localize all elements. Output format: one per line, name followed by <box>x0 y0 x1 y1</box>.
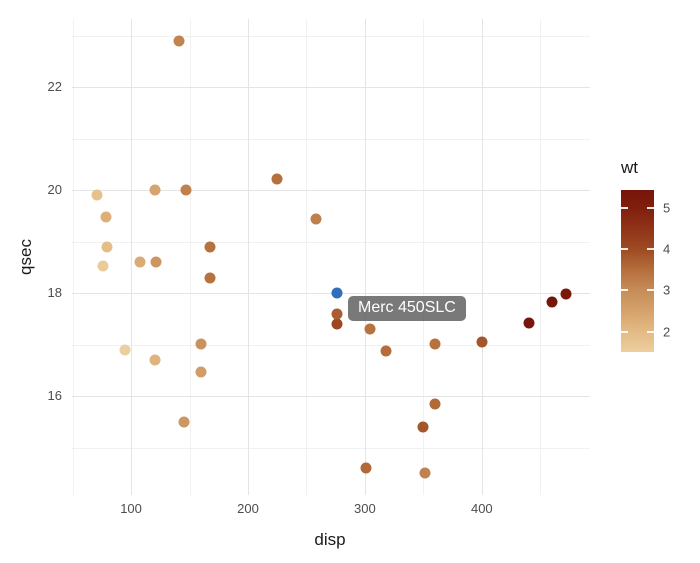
x-tick-label: 200 <box>237 501 259 516</box>
data-point[interactable] <box>429 338 441 349</box>
x-axis-title-text: disp <box>314 530 346 549</box>
data-point[interactable] <box>149 184 161 195</box>
data-point[interactable] <box>331 318 343 330</box>
legend-tick-mark <box>647 206 654 209</box>
data-point[interactable] <box>204 241 216 253</box>
gridline-y-minor <box>72 35 590 37</box>
gridline-x-major <box>131 19 132 495</box>
gridline-x-minor <box>306 19 308 495</box>
legend-tick-label: 2 <box>663 324 671 340</box>
data-point[interactable] <box>97 260 109 272</box>
data-point[interactable] <box>180 184 192 196</box>
x-tick-label: 400 <box>470 501 493 516</box>
y-tick-label: 18 <box>47 285 62 301</box>
data-point[interactable] <box>119 344 131 356</box>
y-tick-label: 16 <box>47 388 62 404</box>
gridline-y-minor <box>72 241 590 243</box>
x-axis-title: disp <box>0 530 700 550</box>
gridline-y-major <box>72 190 590 191</box>
gridline-x-minor <box>189 19 191 495</box>
legend-colorbar <box>621 190 654 352</box>
gridline-x-major <box>481 19 483 495</box>
data-point[interactable] <box>173 35 185 47</box>
legend-tick-mark <box>621 206 628 209</box>
data-point[interactable] <box>560 288 572 300</box>
legend-tick-label: 5 <box>663 200 671 216</box>
y-axis-title: qsec <box>16 239 35 275</box>
data-point[interactable] <box>523 317 535 329</box>
data-point[interactable] <box>476 336 488 348</box>
data-point[interactable] <box>204 272 216 284</box>
data-point[interactable] <box>546 296 558 308</box>
legend-tick-mark <box>647 248 654 250</box>
gridline-y-minor <box>72 447 590 449</box>
data-point[interactable] <box>429 398 441 410</box>
legend-tick-mark <box>647 289 654 292</box>
legend-tick-mark <box>621 330 628 333</box>
gridline-x-major <box>364 19 366 495</box>
gridline-x-minor <box>72 19 74 495</box>
data-point[interactable] <box>417 421 429 432</box>
gridline-y-minor <box>72 138 590 140</box>
gridline-y-major <box>72 396 590 398</box>
y-tick-label: 20 <box>47 182 62 198</box>
legend-tick-label: 4 <box>663 241 671 257</box>
data-point[interactable] <box>178 416 190 428</box>
x-tick-label: 100 <box>120 501 142 516</box>
data-point[interactable] <box>419 467 430 479</box>
gridline-x-minor <box>540 19 542 495</box>
y-tick-label: 22 <box>47 79 62 94</box>
gridline-y-major <box>72 87 590 88</box>
data-point[interactable] <box>195 338 207 349</box>
plot-panel <box>72 19 590 495</box>
legend-tick-mark <box>647 330 654 333</box>
data-point[interactable] <box>91 189 103 201</box>
data-point[interactable] <box>271 173 283 185</box>
gridline-x-minor <box>423 19 425 495</box>
gridline-y-minor <box>72 344 590 346</box>
gridline-y-major <box>72 293 590 295</box>
data-point[interactable] <box>195 366 207 378</box>
legend-tick-mark <box>621 289 628 292</box>
data-point[interactable] <box>360 462 372 474</box>
data-point[interactable] <box>101 241 112 253</box>
x-tick-label: 300 <box>354 501 376 516</box>
data-point[interactable] <box>310 213 322 225</box>
tooltip: Merc 450SLC <box>348 296 466 321</box>
data-point[interactable] <box>100 211 112 223</box>
data-point[interactable] <box>149 354 161 366</box>
gridline-x-major <box>248 19 249 495</box>
legend-title: wt <box>621 158 638 177</box>
data-point[interactable] <box>380 345 392 357</box>
data-point[interactable] <box>134 256 146 268</box>
highlighted-data-point[interactable] <box>331 287 343 299</box>
legend-tick-mark <box>621 248 628 250</box>
data-point[interactable] <box>364 323 376 335</box>
legend-tick-label: 3 <box>663 282 671 298</box>
data-point[interactable] <box>150 256 162 268</box>
data-point[interactable] <box>331 308 343 320</box>
